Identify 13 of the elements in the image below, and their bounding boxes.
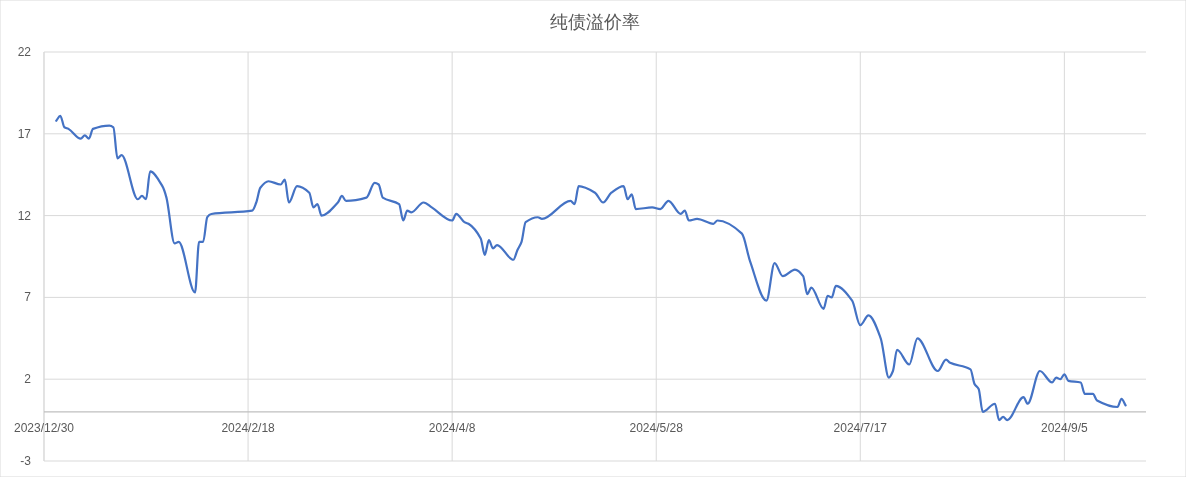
y-tick-label: 2: [24, 372, 32, 387]
y-tick-label: 17: [17, 126, 32, 141]
x-tick-label: 2024/5/28: [629, 420, 684, 435]
x-tick-label: 2024/7/17: [833, 420, 888, 435]
x-tick-label: 2024/2/18: [221, 420, 276, 435]
y-tick-label: 7: [24, 290, 32, 305]
y-tick-label: -3: [20, 454, 32, 468]
y-tick-label: 22: [17, 45, 32, 59]
title: 纯债溢价率: [550, 12, 640, 32]
x-tick-label: 2023/12/30: [13, 420, 75, 435]
x-tick-label: 2024/9/5: [1041, 420, 1089, 435]
y-tick-label: 12: [17, 208, 32, 223]
x-tick-label: 2024/4/8: [428, 420, 476, 435]
